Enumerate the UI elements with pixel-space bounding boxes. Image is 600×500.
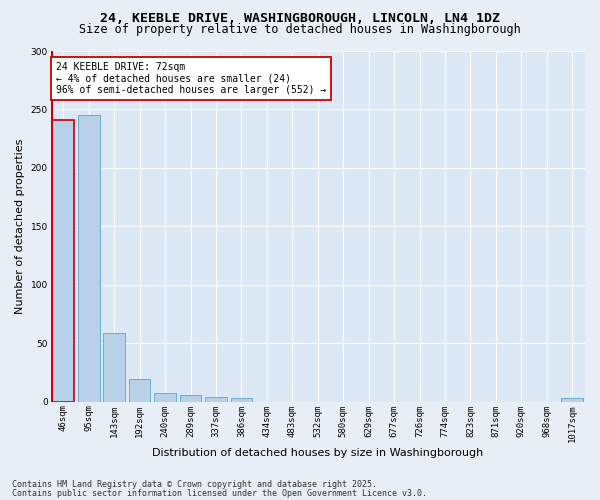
Bar xyxy=(52,120,74,402)
Text: 24 KEEBLE DRIVE: 72sqm
← 4% of detached houses are smaller (24)
96% of semi-deta: 24 KEEBLE DRIVE: 72sqm ← 4% of detached … xyxy=(56,62,326,94)
Bar xyxy=(154,394,176,402)
Text: Contains HM Land Registry data © Crown copyright and database right 2025.: Contains HM Land Registry data © Crown c… xyxy=(12,480,377,489)
Bar xyxy=(230,398,252,402)
Text: Size of property relative to detached houses in Washingborough: Size of property relative to detached ho… xyxy=(79,22,521,36)
Bar xyxy=(205,397,227,402)
Bar xyxy=(103,332,125,402)
Text: Contains public sector information licensed under the Open Government Licence v3: Contains public sector information licen… xyxy=(12,488,427,498)
Bar xyxy=(78,116,100,402)
Text: 24, KEEBLE DRIVE, WASHINGBOROUGH, LINCOLN, LN4 1DZ: 24, KEEBLE DRIVE, WASHINGBOROUGH, LINCOL… xyxy=(100,12,500,26)
Y-axis label: Number of detached properties: Number of detached properties xyxy=(15,138,25,314)
Bar xyxy=(562,398,583,402)
Bar xyxy=(180,394,202,402)
X-axis label: Distribution of detached houses by size in Washingborough: Distribution of detached houses by size … xyxy=(152,448,484,458)
Bar xyxy=(129,380,151,402)
